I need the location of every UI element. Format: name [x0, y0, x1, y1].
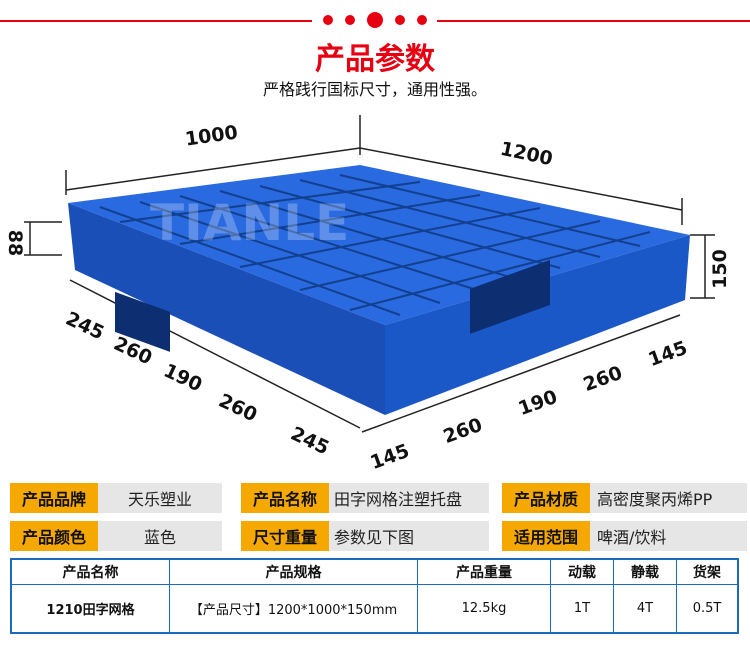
watermark: TIANLE — [150, 194, 349, 252]
spec-label: 产品颜色 — [10, 521, 98, 551]
pallet-left-face — [68, 203, 385, 415]
column-header: 产品规格 — [169, 558, 418, 585]
spec-label: 尺寸重量 — [241, 521, 329, 551]
table-cell: 【产品尺寸】1200*1000*150mm — [169, 584, 418, 634]
table-header-row: 产品名称 产品规格 产品重量 动载 静载 货架 — [10, 558, 739, 585]
table-cell: 4T — [613, 584, 677, 634]
table-cell: 0.5T — [676, 584, 739, 634]
spec-value: 高密度聚丙烯PP — [590, 483, 747, 513]
page-title: 产品参数 — [315, 42, 435, 77]
spec-value: 蓝色 — [98, 521, 222, 551]
spec-label: 产品品牌 — [10, 483, 98, 513]
dots-decoration — [323, 12, 427, 28]
page-subtitle: 严格践行国标尺寸，通用性强。 — [262, 80, 487, 99]
table-cell: 1T — [550, 584, 614, 634]
header-line-right — [437, 20, 750, 22]
table-row: 1210田字网格 【产品尺寸】1200*1000*150mm 12.5kg 1T… — [10, 584, 739, 634]
spec-value: 天乐塑业 — [98, 483, 222, 513]
spec-table: 产品名称 产品规格 产品重量 动载 静载 货架 1210田字网格 【产品尺寸】1… — [10, 558, 739, 634]
dim-total-height: 150 — [708, 249, 731, 289]
column-header: 产品名称 — [10, 558, 170, 585]
table-cell: 12.5kg — [417, 584, 551, 634]
column-header: 产品重量 — [417, 558, 551, 585]
fork-opening — [115, 291, 170, 352]
header-line-left — [0, 20, 312, 22]
column-header: 静载 — [613, 558, 677, 585]
pallet-illustration: TIANLE — [24, 115, 715, 433]
spec-label: 适用范围 — [502, 521, 590, 551]
spec-value: 参数见下图 — [329, 521, 489, 551]
pallet-right-face — [385, 235, 690, 415]
column-header: 货架 — [676, 558, 739, 585]
dim-deck-height: 88 — [4, 229, 27, 257]
fork-opening — [470, 259, 550, 334]
pallet-top — [68, 165, 690, 325]
spec-label: 产品材质 — [502, 483, 590, 513]
pallet-grid — [99, 174, 651, 316]
spec-value: 啤酒/饮料 — [590, 521, 747, 551]
spec-label: 产品名称 — [241, 483, 329, 513]
column-header: 动载 — [550, 558, 614, 585]
table-cell: 1210田字网格 — [10, 584, 170, 634]
spec-value: 田字网格注塑托盘 — [329, 483, 489, 513]
